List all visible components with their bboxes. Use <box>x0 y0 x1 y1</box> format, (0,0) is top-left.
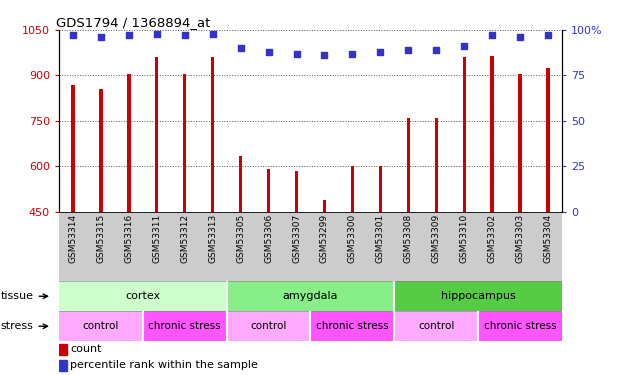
Point <box>459 44 469 50</box>
Point <box>263 49 273 55</box>
Point <box>543 33 553 39</box>
Text: GSM53302: GSM53302 <box>487 214 497 263</box>
Text: GSM53305: GSM53305 <box>236 214 245 263</box>
Text: GSM53316: GSM53316 <box>124 214 134 263</box>
Text: GSM53312: GSM53312 <box>180 214 189 263</box>
Bar <box>127 74 130 212</box>
Text: GSM53299: GSM53299 <box>320 214 329 263</box>
Text: GSM53315: GSM53315 <box>96 214 106 263</box>
Bar <box>143 311 227 341</box>
Text: GSM53310: GSM53310 <box>460 214 469 263</box>
Bar <box>99 89 102 212</box>
Text: tissue: tissue <box>1 291 48 301</box>
Point <box>235 45 245 51</box>
Bar <box>59 311 143 341</box>
Bar <box>435 118 438 212</box>
Text: amygdala: amygdala <box>283 291 338 301</box>
Text: GSM53300: GSM53300 <box>348 214 357 263</box>
Bar <box>546 68 550 212</box>
Text: control: control <box>250 321 287 331</box>
Bar <box>407 118 410 212</box>
Bar <box>295 171 298 212</box>
Text: hippocampus: hippocampus <box>441 291 515 301</box>
Bar <box>379 166 382 212</box>
Bar <box>478 311 562 341</box>
Text: cortex: cortex <box>125 291 160 301</box>
Text: percentile rank within the sample: percentile rank within the sample <box>70 360 258 370</box>
Text: GSM53303: GSM53303 <box>515 214 525 263</box>
Text: chronic stress: chronic stress <box>148 321 221 331</box>
Point <box>68 33 78 39</box>
Text: chronic stress: chronic stress <box>484 321 556 331</box>
Bar <box>519 74 522 212</box>
Text: GSM53307: GSM53307 <box>292 214 301 263</box>
Point <box>375 49 385 55</box>
Text: GDS1794 / 1368894_at: GDS1794 / 1368894_at <box>57 16 211 29</box>
Point <box>487 33 497 39</box>
Point <box>515 34 525 40</box>
Bar <box>59 360 68 370</box>
Bar <box>59 344 68 355</box>
Bar <box>227 311 310 341</box>
Text: GSM53306: GSM53306 <box>264 214 273 263</box>
Text: GSM53311: GSM53311 <box>152 214 161 263</box>
Bar <box>155 57 158 212</box>
Bar <box>394 311 478 341</box>
Bar <box>239 156 242 212</box>
Bar <box>227 281 394 311</box>
Point <box>431 47 441 53</box>
Text: count: count <box>70 344 102 354</box>
Point <box>96 34 106 40</box>
Bar <box>394 281 562 311</box>
Bar <box>491 56 494 212</box>
Text: GSM53309: GSM53309 <box>432 214 441 263</box>
Bar <box>463 57 466 212</box>
Text: chronic stress: chronic stress <box>316 321 389 331</box>
Text: control: control <box>83 321 119 331</box>
Bar <box>59 281 227 311</box>
Text: GSM53301: GSM53301 <box>376 214 385 263</box>
Text: stress: stress <box>1 321 48 331</box>
Point <box>404 47 414 53</box>
Point <box>292 51 302 57</box>
Text: control: control <box>418 321 455 331</box>
Text: GSM53314: GSM53314 <box>68 214 78 263</box>
Text: GSM53313: GSM53313 <box>208 214 217 263</box>
Bar <box>71 84 75 212</box>
Text: GSM53304: GSM53304 <box>543 214 553 263</box>
Bar <box>310 311 394 341</box>
Bar <box>211 57 214 212</box>
Bar <box>267 170 270 212</box>
Bar <box>351 166 354 212</box>
Point <box>152 31 161 37</box>
Point <box>207 31 217 37</box>
Point <box>124 33 134 39</box>
Text: GSM53308: GSM53308 <box>404 214 413 263</box>
Point <box>348 51 358 57</box>
Bar <box>183 74 186 212</box>
Point <box>180 33 190 39</box>
Point <box>319 53 329 58</box>
Bar <box>323 200 326 212</box>
